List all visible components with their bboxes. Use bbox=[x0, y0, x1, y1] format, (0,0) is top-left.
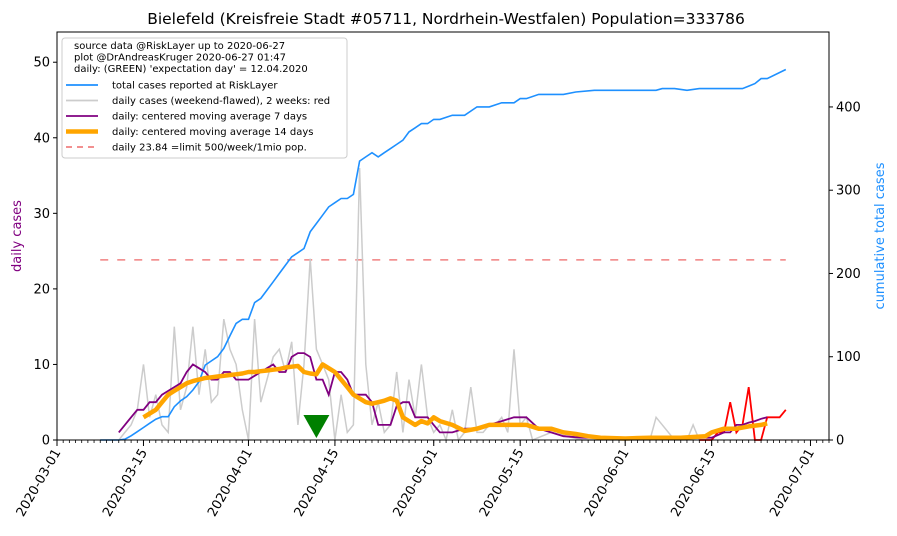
right-y-tick-label: 300 bbox=[836, 184, 861, 199]
right-y-tick-label: 400 bbox=[836, 100, 861, 115]
plot-frame bbox=[56, 31, 830, 441]
left-y-tick-label: 20 bbox=[33, 282, 50, 297]
legend-note: daily: (GREEN) 'expectation day' = 12.04… bbox=[74, 64, 308, 75]
chart-title: Bielefeld (Kreisfreie Stadt #05711, Nord… bbox=[147, 10, 745, 28]
left-y-tick-label: 50 bbox=[33, 56, 50, 71]
right-y-tick-label: 0 bbox=[836, 434, 844, 449]
expectation-day-marker bbox=[303, 415, 330, 438]
legend-box bbox=[61, 37, 348, 159]
legend-label: total cases reported at RiskLayer bbox=[112, 81, 278, 92]
legend-label: daily: centered moving average 7 days bbox=[112, 112, 307, 123]
right-y-tick-label: 100 bbox=[836, 350, 861, 365]
right-y-tick-label: 200 bbox=[836, 267, 861, 282]
legend-note: source data @RiskLayer up to 2020-06-27 bbox=[74, 41, 285, 52]
legend-label: daily cases (weekend-flawed), 2 weeks: r… bbox=[112, 96, 330, 107]
left-y-tick-label: 40 bbox=[33, 131, 50, 146]
legend-label: daily 23.84 =limit 500/week/1mio pop. bbox=[112, 143, 307, 154]
right-axis-label: cumulative total cases bbox=[873, 162, 888, 309]
legend-note: plot @DrAndreasKruger 2020-06-27 01:47 bbox=[74, 53, 286, 64]
left-axis-label: daily cases bbox=[10, 200, 25, 272]
left-y-tick-label: 10 bbox=[33, 358, 50, 373]
legend-label: daily: centered moving average 14 days bbox=[112, 127, 313, 138]
daily-cases-line bbox=[100, 167, 700, 443]
left-y-tick-label: 30 bbox=[33, 207, 50, 222]
total-cases-line bbox=[100, 68, 787, 441]
plot-area bbox=[100, 68, 787, 443]
left-y-tick-label: 0 bbox=[42, 434, 50, 449]
legend: source data @RiskLayer up to 2020-06-27p… bbox=[61, 37, 348, 159]
ma14-line bbox=[142, 362, 768, 441]
